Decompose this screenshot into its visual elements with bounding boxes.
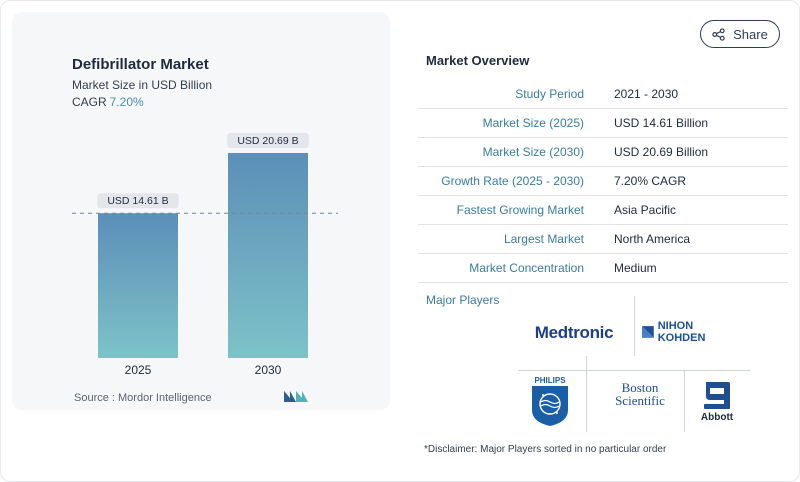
data-label-badge <box>227 132 309 148</box>
overview-label: Study Period <box>515 87 584 101</box>
share-icon <box>712 27 725 41</box>
bar <box>98 213 178 358</box>
overview-value: 2021 - 2030 <box>614 87 679 101</box>
bar <box>228 152 308 358</box>
x-tick-label: 2030 <box>255 363 282 377</box>
overview-row: Study Period 2021 - 2030 <box>418 80 788 109</box>
logo-divider <box>586 356 587 432</box>
nihon-kohden-icon <box>642 326 654 338</box>
chart-source: Source : Mordor Intelligence <box>74 392 212 404</box>
abbott-wordmark: Abbott <box>700 411 734 423</box>
overview-label: Largest Market <box>503 232 584 246</box>
overview-row: Growth Rate (2025 - 2030) 7.20% CAGR <box>418 167 788 196</box>
overview-row: Market Size (2030) USD 20.69 Billion <box>418 138 788 167</box>
cagr-label: CAGR <box>72 95 107 109</box>
overview-label: Growth Rate (2025 - 2030) <box>441 174 584 188</box>
overview-label: Market Concentration <box>469 261 584 275</box>
share-label: Share <box>733 26 768 42</box>
overview-label: Market Size (2030) <box>482 145 584 159</box>
philips-wordmark: PHILIPS <box>534 376 566 385</box>
mordor-logo-icon <box>284 389 308 408</box>
chart-title: Defibrillator Market <box>72 56 209 73</box>
overview-value: Asia Pacific <box>614 203 677 217</box>
bar-chart: USD 14.61 B 2025 USD 20.69 B 2030 <box>72 132 338 377</box>
logo-divider <box>684 370 685 432</box>
cagr-value: 7.20% <box>109 95 144 109</box>
major-players-title: Major Players <box>426 293 500 307</box>
abbott-logo: Abbott <box>694 376 740 426</box>
nihon-kohden-logo: NIHON KOHDEN <box>642 320 742 344</box>
disclaimer: *Disclaimer: Major Players sorted in no … <box>424 444 667 455</box>
abbott-icon <box>704 381 730 409</box>
chart-panel <box>12 12 390 410</box>
overview-label: Fastest Growing Market <box>456 203 584 217</box>
overview-value: 7.20% CAGR <box>614 174 687 188</box>
boston-line1: Boston <box>621 380 659 395</box>
overview-label: Market Size (2025) <box>482 116 584 130</box>
medtronic-logo: Medtronic <box>534 323 614 342</box>
data-label-badge <box>97 193 179 209</box>
overview-row: Market Concentration Medium <box>418 254 788 283</box>
overview-table: Study Period 2021 - 2030 Market Size (202… <box>418 80 788 283</box>
chart-subtitle: Market Size in USD Billion <box>72 78 213 92</box>
data-label: USD 14.61 B <box>107 195 168 207</box>
boston-scientific-logo: Boston Scientific <box>600 378 680 410</box>
x-tick-label: 2025 <box>125 363 152 377</box>
nihon-kohden-text: NIHON KOHDEN <box>657 320 706 344</box>
data-label: USD 20.69 B <box>237 135 298 147</box>
overview-row: Market Size (2025) USD 14.61 Billion <box>418 109 788 138</box>
logo-divider <box>634 296 635 356</box>
overview-row: Largest Market North America <box>418 225 788 254</box>
overview-value: USD 14.61 Billion <box>614 116 709 130</box>
cagr-line: CAGR 7.20% <box>72 95 144 109</box>
overview-value: North America <box>614 232 691 246</box>
boston-line2: Scientific <box>615 393 665 408</box>
philips-logo: PHILIPS <box>528 376 572 426</box>
overview-row: Fastest Growing Market Asia Pacific <box>418 196 788 225</box>
overview-title: Market Overview <box>426 53 530 68</box>
share-button[interactable]: Share <box>700 20 780 48</box>
logo-divider <box>518 370 750 371</box>
overview-value: USD 20.69 Billion <box>614 145 709 159</box>
overview-value: Medium <box>614 261 657 275</box>
